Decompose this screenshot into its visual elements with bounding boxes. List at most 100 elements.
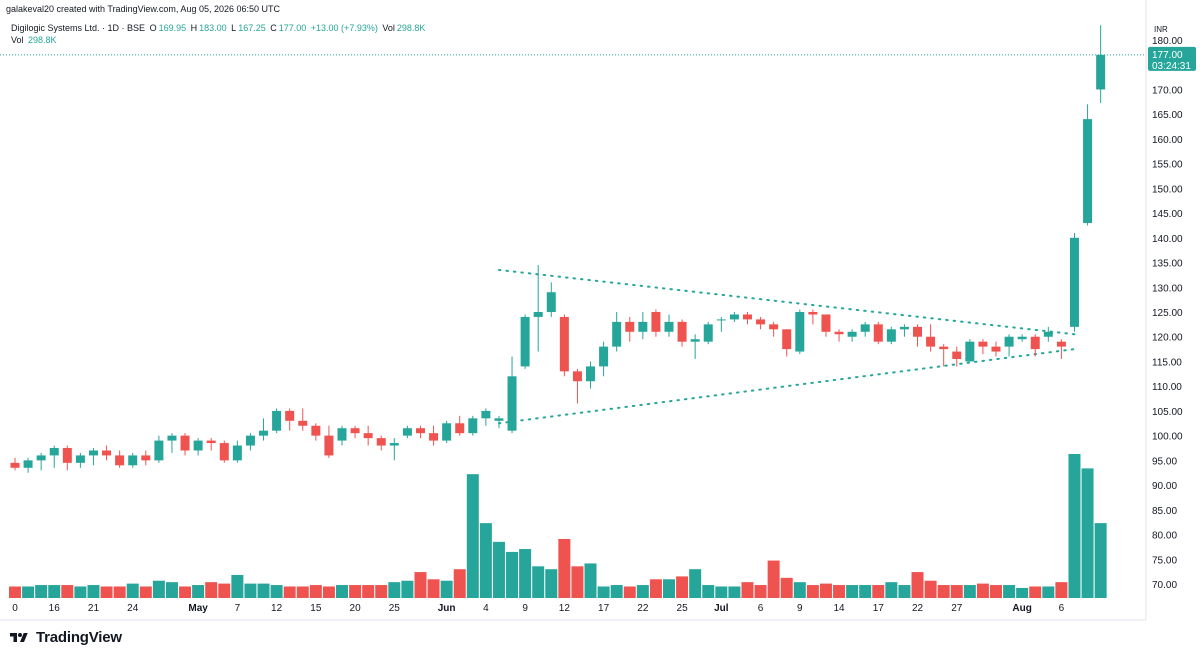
candle [599,341,609,377]
volume-bar [715,586,728,598]
candle [677,319,687,347]
chart-creator-info: galakeval20 created with TradingView.com… [6,4,281,14]
candle [546,282,556,317]
candle [716,316,726,332]
time-tick-label: 12 [559,603,571,614]
volume-bar [48,585,61,598]
volume-bar [728,586,741,598]
volume-bar [833,585,846,598]
volume-bar [231,574,244,598]
candle [638,312,648,340]
candle [782,329,792,357]
candle-body [782,329,792,350]
price-tick-label: 120.00 [1152,333,1183,344]
volume-bar [283,586,296,598]
candle-body [75,455,85,463]
volume-bar [1055,582,1068,598]
candle [311,423,321,441]
candle-body [834,331,844,335]
candle-body [677,321,687,342]
candle-body [88,450,98,456]
candle-body [952,351,962,359]
candle [10,457,20,471]
candle [219,440,229,463]
price-tick-label: 135.00 [1152,259,1183,270]
candle-body [769,324,779,330]
time-tick-label: Jun [438,603,456,614]
candle [939,344,949,367]
volume-bar [963,585,976,598]
volume-bar [990,585,1002,598]
candle [965,339,975,362]
candle [1030,334,1040,357]
candle [703,321,713,345]
candle-body [1083,119,1093,223]
candle-body [167,435,177,441]
volume-bar [427,579,440,598]
candle [455,415,465,436]
price-tick-label: 110.00 [1152,382,1182,393]
time-axis[interactable]: 0 16 21 24 May 7 12 15 20 25 Jun 4 9 12 17 22 25 Jul 6 9 14 1… [12,603,1064,614]
candle [141,450,151,466]
volume-bar [584,563,597,598]
candle-body [141,455,151,461]
volume-bar [924,580,937,598]
time-tick-label: 21 [88,603,100,614]
time-tick-label: 16 [49,603,61,614]
volume-bar [610,585,623,598]
candle-body [533,312,543,317]
volume-indicator-label[interactable]: Vol [11,35,24,45]
candle-body [23,460,33,468]
candle-body [128,455,138,466]
volume-bar [689,569,702,598]
volume-bar [558,538,571,598]
volume-bar [793,582,806,598]
price-tick-label: 145.00 [1152,209,1183,220]
time-tick-label: 20 [350,603,362,614]
symbol-title[interactable]: Digilogic Systems Ltd. · 1D · BSE [11,23,146,33]
candle [1043,326,1053,342]
volume-bar [22,586,35,598]
candle-body [62,448,72,463]
candle-body [873,324,883,342]
candle-body [1056,341,1066,347]
candle [23,457,33,473]
candle-body [729,314,739,320]
volume-bar [87,585,100,598]
candle-body [625,321,635,332]
price-tick-label: 125.00 [1152,308,1183,319]
high-label: H [190,23,198,33]
candle-body [559,316,569,372]
volume-bar [506,551,519,598]
volume-bar [1068,454,1081,598]
time-tick-label: 25 [677,603,689,614]
volume-bar [244,583,257,598]
candle [206,438,216,451]
time-tick-label: Jul [714,603,729,614]
candle-body [742,314,752,320]
time-tick-label: 24 [127,603,139,614]
volume-bar [872,585,885,598]
price-tick-label: 75.00 [1152,555,1177,566]
price-axis[interactable]: INR 70.00 75.00 80.00 85.00 90.00 95.00 100.00 1… [0,0,1183,621]
volume-bar [623,586,636,598]
price-tick-label: 170.00 [1152,85,1183,96]
candle-body [259,430,269,436]
candle-body [363,433,373,439]
candle-body [899,326,909,330]
candle [350,425,360,439]
volume-bar [1094,523,1107,598]
volume-bar [296,586,309,598]
volume-bar [152,580,165,598]
price-tick-label: 115.00 [1152,357,1182,368]
high-value: 183.00 [199,23,227,33]
volume-value: 298.8K [396,23,426,33]
candle-body [703,324,713,342]
price-tick-label: 140.00 [1152,234,1183,245]
candle-body [468,418,478,434]
tradingview-brand[interactable]: TradingView [8,629,122,646]
candle-body [232,445,242,461]
low-label: L [231,23,237,33]
time-tick-label: 14 [833,603,845,614]
